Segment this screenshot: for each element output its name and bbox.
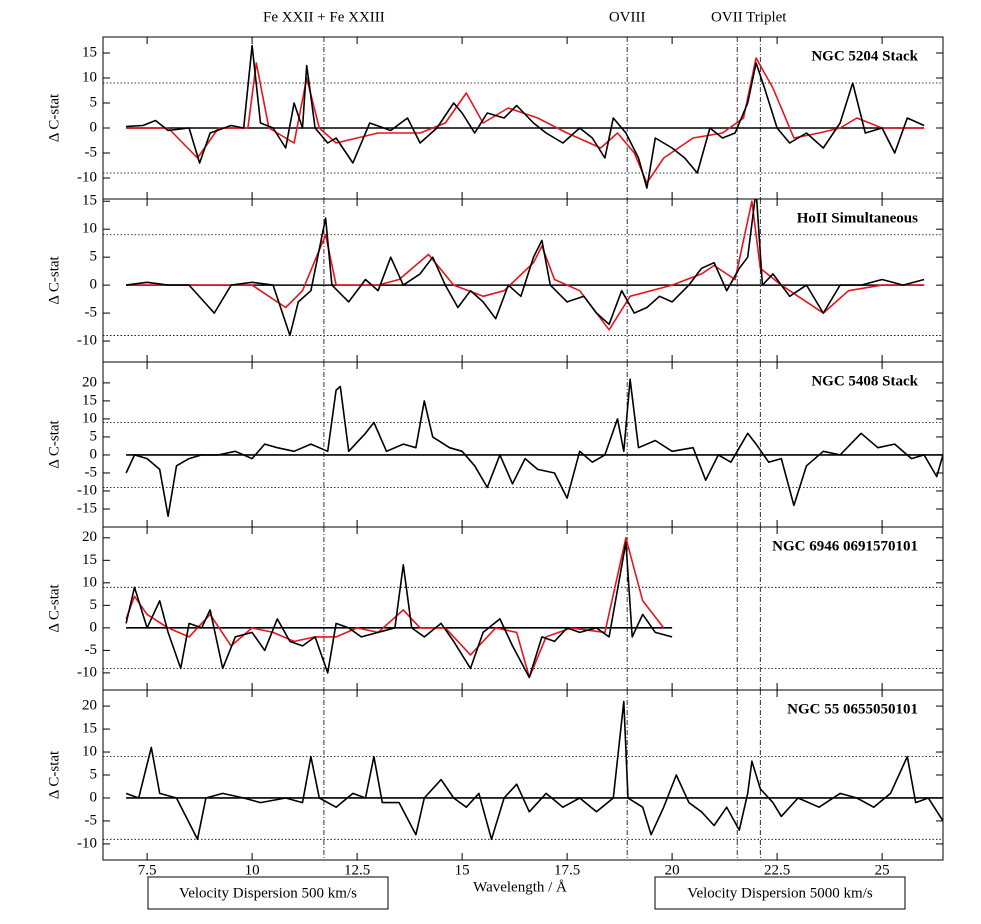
y-axis-label: Δ C-stat [46,93,62,142]
y-tick-label: -5 [85,642,98,658]
y-tick-label: -15 [77,500,97,516]
x-tick-label: 15 [455,862,470,878]
y-tick-label: 5 [90,249,98,265]
line-label: OVIII [609,9,646,25]
data-line [125,541,673,679]
legend-label: Velocity Dispersion 5000 km/s [687,885,873,901]
y-axis-label: Δ C-stat [46,419,62,468]
y-tick-label: 15 [82,44,97,60]
y-tick-label: -5 [85,144,98,160]
line-label: OVII Triplet [711,9,787,25]
x-tick-label: 17.5 [554,862,580,878]
line-label: Fe XXII + Fe XXIII [263,9,385,25]
data-line [125,537,665,679]
x-tick-label: 22.5 [764,862,790,878]
y-tick-label: 10 [82,743,97,759]
panel [103,362,943,527]
y-axis-label: Δ C-stat [46,255,62,304]
y-tick-label: 5 [90,597,98,613]
y-axis-label: Δ C-stat [46,750,62,799]
y-tick-label: -10 [77,169,97,185]
panel [103,527,943,690]
x-tick-label: 12.5 [344,862,370,878]
data-line [126,57,925,184]
y-tick-label: -10 [77,835,97,851]
y-tick-label: 0 [90,119,98,135]
y-tick-label: 20 [82,529,97,545]
y-tick-label: 10 [82,410,97,426]
y-tick-label: 15 [82,392,97,408]
x-axis-label: Wavelength / Å [473,879,567,895]
y-tick-label: 15 [82,193,97,209]
y-tick-label: 15 [82,552,97,568]
x-tick-label: 7.5 [138,862,157,878]
y-tick-label: 10 [82,221,97,237]
panel [103,199,943,362]
data-line [125,700,943,841]
y-tick-label: -10 [77,332,97,348]
y-tick-label: 0 [90,789,98,805]
legend-label: Velocity Dispersion 500 km/s [179,885,357,901]
y-tick-label: 5 [90,94,98,110]
legend-box [654,876,906,910]
y-tick-label: -5 [85,812,98,828]
y-tick-label: 0 [90,619,98,635]
panel [103,37,943,199]
y-tick-label: 10 [82,574,97,590]
y-tick-label: 0 [90,277,98,293]
y-tick-label: -10 [77,482,97,498]
panel [103,690,943,860]
panel-title: NGC 5408 Stack [811,373,918,389]
panel-title: NGC 6946 0691570101 [772,538,918,554]
y-tick-label: -5 [85,464,98,480]
data-line [126,200,925,331]
data-line [126,44,925,189]
y-tick-label: 5 [90,766,98,782]
legend-box [147,876,389,910]
y-axis-label: Δ C-stat [46,583,62,632]
x-tick-label: 20 [665,862,680,878]
data-line [125,378,943,517]
y-tick-label: 20 [82,374,97,390]
panel-title: NGC 5204 Stack [811,48,918,64]
y-tick-label: 0 [90,446,98,462]
y-tick-label: -5 [85,305,98,321]
y-tick-label: -10 [77,664,97,680]
x-tick-label: 25 [875,862,890,878]
y-tick-label: 5 [90,428,98,444]
data-line [125,199,925,337]
panel-title: HoII Simultaneous [797,210,918,226]
y-tick-label: 15 [82,720,97,736]
x-tick-label: 10 [245,862,260,878]
y-tick-label: 20 [82,698,97,714]
panel-title: NGC 55 0655050101 [787,701,918,717]
y-tick-label: 10 [82,69,97,85]
